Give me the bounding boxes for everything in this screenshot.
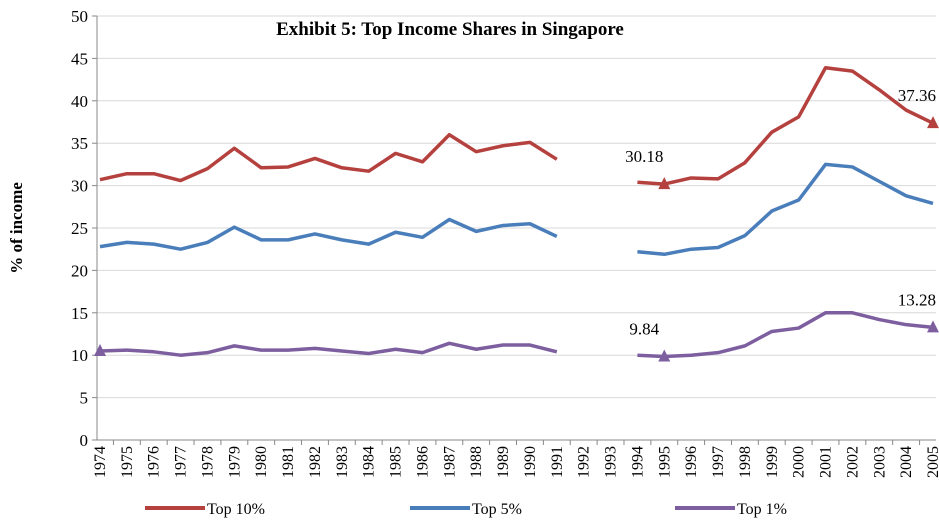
x-tick-label: 1992	[576, 446, 593, 478]
x-tick-label: 1993	[603, 446, 620, 478]
x-tick-label: 1979	[226, 446, 243, 478]
x-tick-label: 1980	[253, 446, 270, 478]
y-tick-label: 40	[71, 92, 88, 111]
series-line	[99, 217, 558, 251]
y-tick-label: 45	[71, 49, 88, 68]
data-label: 37.36	[898, 86, 936, 105]
marker	[927, 116, 939, 129]
legend-label: Top 5%	[472, 501, 522, 518]
x-tick-label: 1983	[334, 446, 351, 478]
y-tick-label: 10	[71, 346, 88, 365]
x-tick-label: 1995	[656, 446, 673, 478]
series-line	[99, 132, 558, 183]
x-tick-label: 1984	[361, 446, 378, 478]
x-tick-label: 1990	[522, 446, 539, 478]
series-line	[637, 162, 934, 257]
x-tick-label: 2004	[898, 446, 915, 478]
y-tick-label: 0	[80, 431, 89, 450]
marker	[927, 320, 939, 333]
x-tick-label: 1977	[173, 446, 190, 478]
y-tick-label: 15	[71, 304, 88, 323]
series-line	[637, 65, 934, 186]
x-tick-label: 2000	[791, 446, 808, 478]
x-tick-label: 1978	[199, 446, 216, 478]
x-tick-label: 2002	[844, 446, 861, 478]
data-label: 30.18	[625, 147, 663, 166]
x-tick-label: 1998	[737, 446, 754, 478]
x-tick-label: 1985	[388, 446, 405, 478]
y-tick-label: 35	[71, 134, 88, 153]
x-tick-label: 1996	[683, 446, 700, 478]
chart-title: Exhibit 5: Top Income Shares in Singapor…	[276, 19, 624, 40]
x-tick-label: 1997	[710, 446, 727, 478]
x-tick-label: 1981	[280, 446, 297, 478]
x-tick-label: 1974	[92, 446, 109, 478]
marker	[658, 177, 671, 190]
x-tick-label: 2001	[818, 446, 835, 478]
series-line	[99, 341, 558, 357]
x-tick-label: 1987	[441, 446, 458, 478]
data-label: 13.28	[898, 290, 936, 309]
y-axis-label: % of income	[7, 182, 26, 274]
x-tick-label: 1982	[307, 446, 324, 478]
legend-label: Top 1%	[737, 501, 787, 518]
x-tick-label: 2003	[871, 446, 888, 478]
y-tick-label: 50	[71, 7, 88, 26]
x-tick-label: 1999	[764, 446, 781, 478]
x-tick-label: 1975	[119, 446, 136, 478]
legend-label: Top 10%	[207, 501, 265, 518]
y-tick-label: 5	[80, 389, 89, 408]
marker	[94, 343, 106, 356]
x-tick-label: 1991	[549, 446, 566, 478]
marker	[658, 349, 671, 362]
y-tick-label: 20	[71, 261, 88, 280]
y-tick-label: 25	[71, 219, 88, 238]
x-tick-label: 1988	[468, 446, 485, 478]
x-tick-label: 1976	[146, 446, 163, 478]
x-tick-label: 1994	[629, 446, 646, 478]
x-tick-label: 1989	[495, 446, 512, 478]
x-tick-label: 2005	[925, 446, 939, 478]
data-label: 9.84	[629, 320, 659, 339]
y-tick-label: 30	[71, 177, 88, 196]
x-tick-label: 1986	[414, 446, 431, 478]
series-line	[637, 311, 934, 359]
